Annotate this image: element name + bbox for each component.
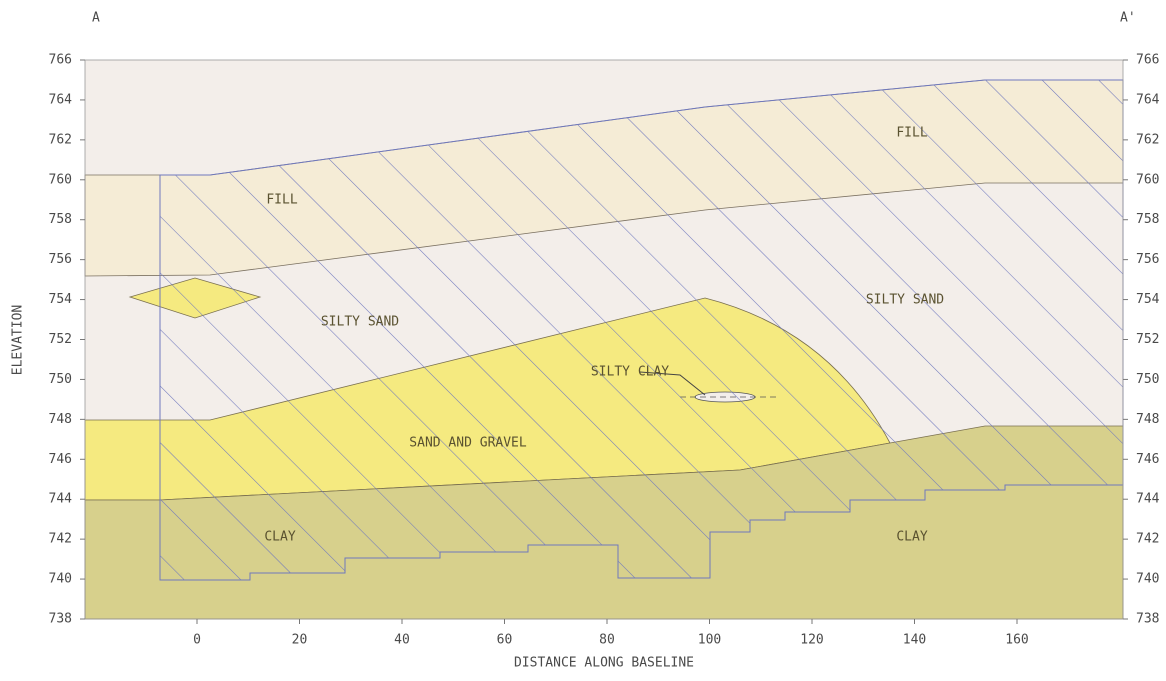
x-tick-label: 100	[698, 633, 721, 648]
y-tick-label: 764	[49, 92, 73, 107]
y-tick-label: 738	[49, 612, 72, 627]
x-tick-label: 120	[800, 633, 823, 648]
y-tick-label-right: 752	[1136, 332, 1159, 347]
y-tick-label: 762	[49, 132, 72, 147]
layer-label: SILTY CLAY	[591, 365, 669, 380]
y-tick-label-right: 754	[1136, 292, 1160, 307]
x-tick-label: 140	[903, 633, 926, 648]
page: {"section": {"start_label": "A", "end_la…	[0, 0, 1166, 681]
y-tick-label-right: 746	[1136, 452, 1159, 467]
y-tick-label: 758	[49, 212, 72, 227]
y-tick-label-right: 762	[1136, 132, 1159, 147]
y-tick-label-right: 744	[1136, 492, 1160, 507]
y-tick-label: 756	[49, 252, 72, 267]
y-tick-label: 746	[49, 452, 72, 467]
x-tick-label: 80	[599, 633, 615, 648]
y-tick-label: 742	[49, 532, 72, 547]
layer-label: CLAY	[264, 530, 295, 545]
x-title: DISTANCE ALONG BASELINE	[514, 656, 694, 671]
y-tick-label: 748	[49, 412, 72, 427]
y-tick-label: 740	[49, 572, 72, 587]
y-tick-label: 766	[49, 53, 72, 68]
y-tick-label-right: 750	[1136, 372, 1159, 387]
x-tick-label: 0	[193, 633, 201, 648]
layer-label: SAND AND GRAVEL	[409, 436, 527, 451]
y-tick-label-right: 748	[1136, 412, 1159, 427]
layer-label: FILL	[266, 193, 297, 208]
y-tick-label: 752	[49, 332, 72, 347]
y-tick-label: 744	[49, 492, 73, 507]
layer-label: FILL	[896, 126, 927, 141]
y-tick-label: 760	[49, 172, 72, 187]
y-tick-label-right: 758	[1136, 212, 1159, 227]
end-label: A'	[1120, 11, 1136, 26]
layer-label: SILTY SAND	[321, 315, 399, 330]
start-label: A	[92, 11, 100, 26]
cross-section: A A' ELEVATION DISTANCE ALONG BASELINE F…	[0, 0, 1166, 677]
y-tick-label-right: 764	[1136, 92, 1160, 107]
y-tick-label-right: 738	[1136, 612, 1159, 627]
y-tick-label: 754	[49, 292, 73, 307]
layer-label: SILTY SAND	[866, 293, 944, 308]
x-tick-label: 40	[394, 633, 410, 648]
y-tick-label-right: 760	[1136, 172, 1159, 187]
y-tick-label-right: 742	[1136, 532, 1159, 547]
y-tick-label-right: 740	[1136, 572, 1159, 587]
y-tick-label: 750	[49, 372, 72, 387]
x-tick-label: 160	[1005, 633, 1028, 648]
y-tick-label-right: 766	[1136, 53, 1159, 68]
x-tick-label: 20	[292, 633, 308, 648]
layer-label: CLAY	[896, 530, 927, 545]
y-title: ELEVATION	[11, 305, 26, 375]
x-tick-label: 60	[497, 633, 513, 648]
y-tick-label-right: 756	[1136, 252, 1159, 267]
